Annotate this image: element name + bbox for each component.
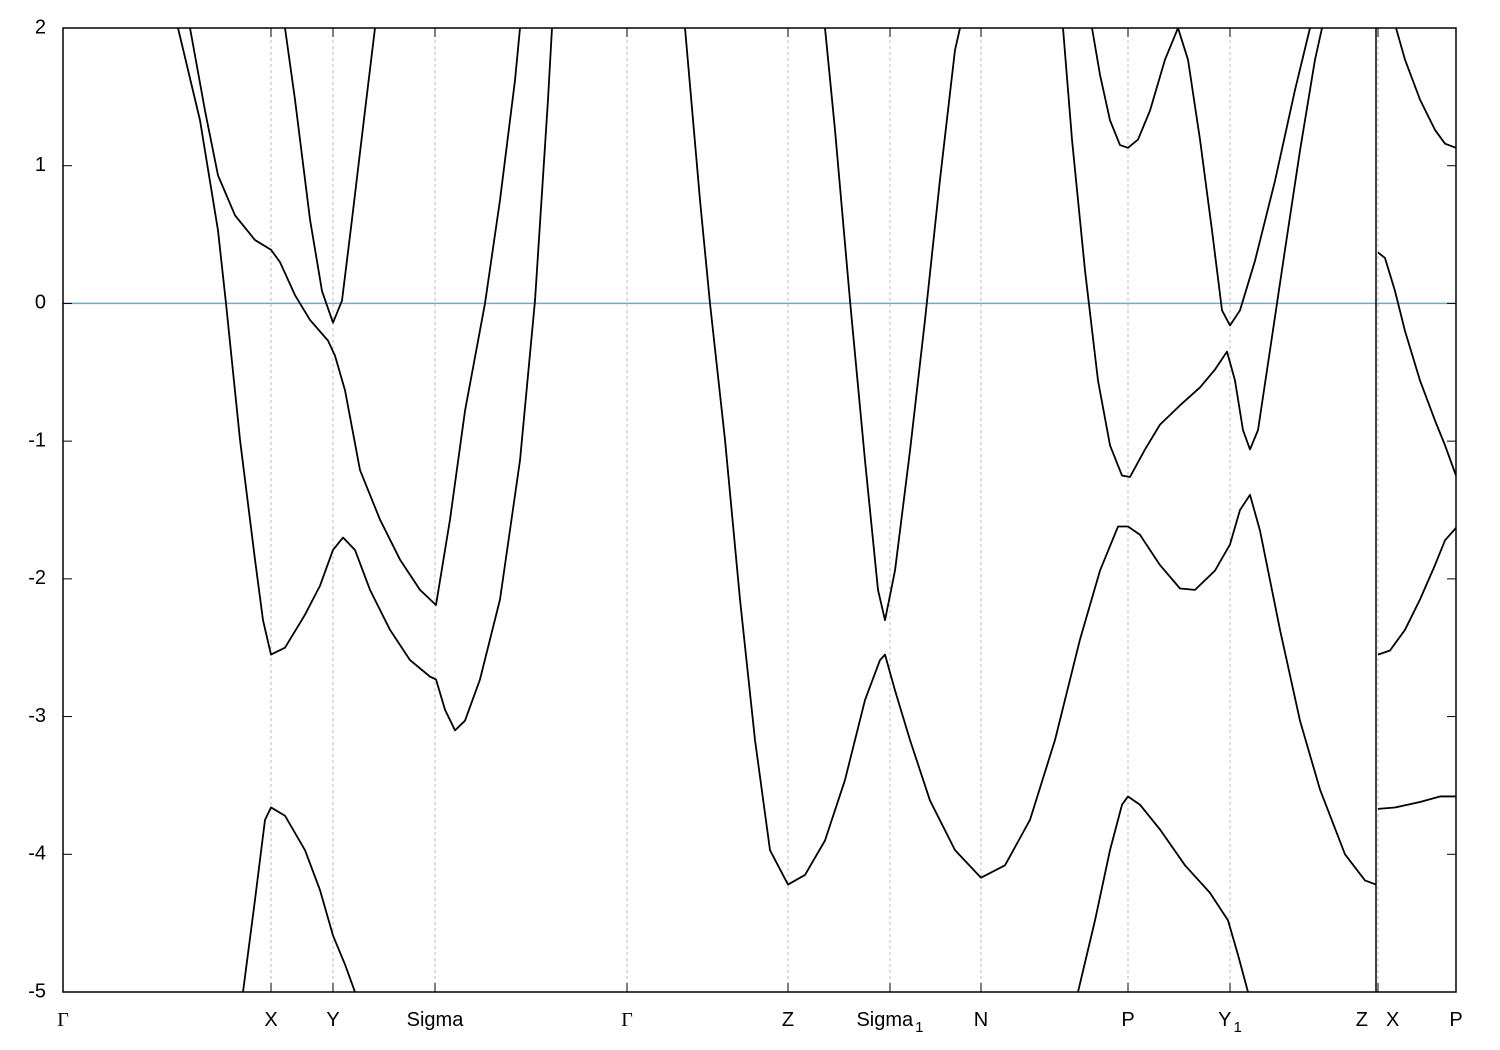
x-tick-label-subscript: 1: [915, 1019, 923, 1036]
y-tick-label: 1: [35, 154, 46, 176]
band: [284, 28, 376, 324]
bands: [63, 28, 1456, 992]
y-tick-label: -5: [28, 980, 46, 1002]
x-tick-label: P: [1121, 1009, 1134, 1031]
x-tick-label: Sigma: [407, 1009, 465, 1031]
band: [684, 28, 1377, 886]
x-tick-label-text: Z: [1356, 1009, 1368, 1031]
x-tick-label-text: Γ: [57, 1009, 69, 1031]
x-tick-label-text: Γ: [621, 1009, 633, 1031]
band: [189, 28, 521, 606]
x-tick-label-text: P: [1449, 1009, 1462, 1031]
x-tick-label: Y: [326, 1009, 339, 1031]
band: [1077, 795, 1249, 992]
x-tick-label-text: Y: [1218, 1009, 1231, 1031]
x-tick-label-text: Sigma: [856, 1009, 914, 1031]
x-tick-label-text: P: [1121, 1009, 1134, 1031]
band: [1377, 795, 1456, 810]
x-tick-label: N: [974, 1009, 988, 1031]
x-tick-label-text: X: [264, 1009, 277, 1031]
band: [1062, 28, 1323, 478]
x-tick-label-text: Y: [326, 1009, 339, 1031]
band: [824, 28, 961, 622]
band: [1377, 527, 1456, 656]
x-tick-label: Z: [782, 1009, 794, 1031]
x-tick-label: P: [1449, 1009, 1462, 1031]
x-tick-label: X: [264, 1009, 277, 1031]
band: [1377, 251, 1456, 476]
x-tick-label-text: X: [1386, 1009, 1399, 1031]
x-tick-label-text: Z: [782, 1009, 794, 1031]
band: [242, 806, 356, 992]
y-tick-label: 2: [35, 16, 46, 38]
band: [1091, 28, 1311, 327]
y-tick-label: -2: [28, 567, 46, 589]
x-tick-label: Sigma 1: [856, 1009, 923, 1036]
y-tick-label: 0: [35, 292, 46, 314]
y-tick-label: -4: [28, 843, 46, 865]
x-tick-label-text: Sigma: [407, 1009, 465, 1031]
x-tick-label-text: N: [974, 1009, 988, 1031]
band: [1395, 28, 1456, 149]
x-tick-label: X: [1386, 1009, 1399, 1031]
plot-frame: [62, 27, 1457, 993]
x-tick-label: Γ: [621, 1009, 633, 1031]
x-tick-label: Z: [1356, 1009, 1368, 1031]
x-tick-label: Γ: [57, 1009, 69, 1031]
y-tick-label: -1: [28, 429, 46, 451]
band: [177, 28, 553, 732]
y-tick-label: -3: [28, 705, 46, 727]
x-tick-label-subscript: 1: [1234, 1019, 1242, 1036]
